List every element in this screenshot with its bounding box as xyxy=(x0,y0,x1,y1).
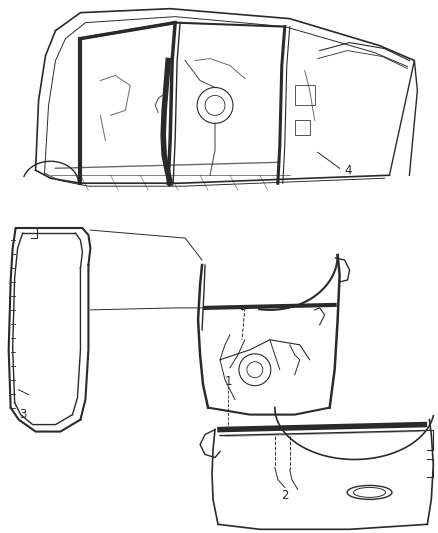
Bar xyxy=(295,85,314,106)
Bar xyxy=(295,120,310,135)
Text: 4: 4 xyxy=(345,164,352,177)
Text: 2: 2 xyxy=(281,489,289,502)
Text: 3: 3 xyxy=(19,408,26,421)
Text: 1: 1 xyxy=(224,375,232,388)
